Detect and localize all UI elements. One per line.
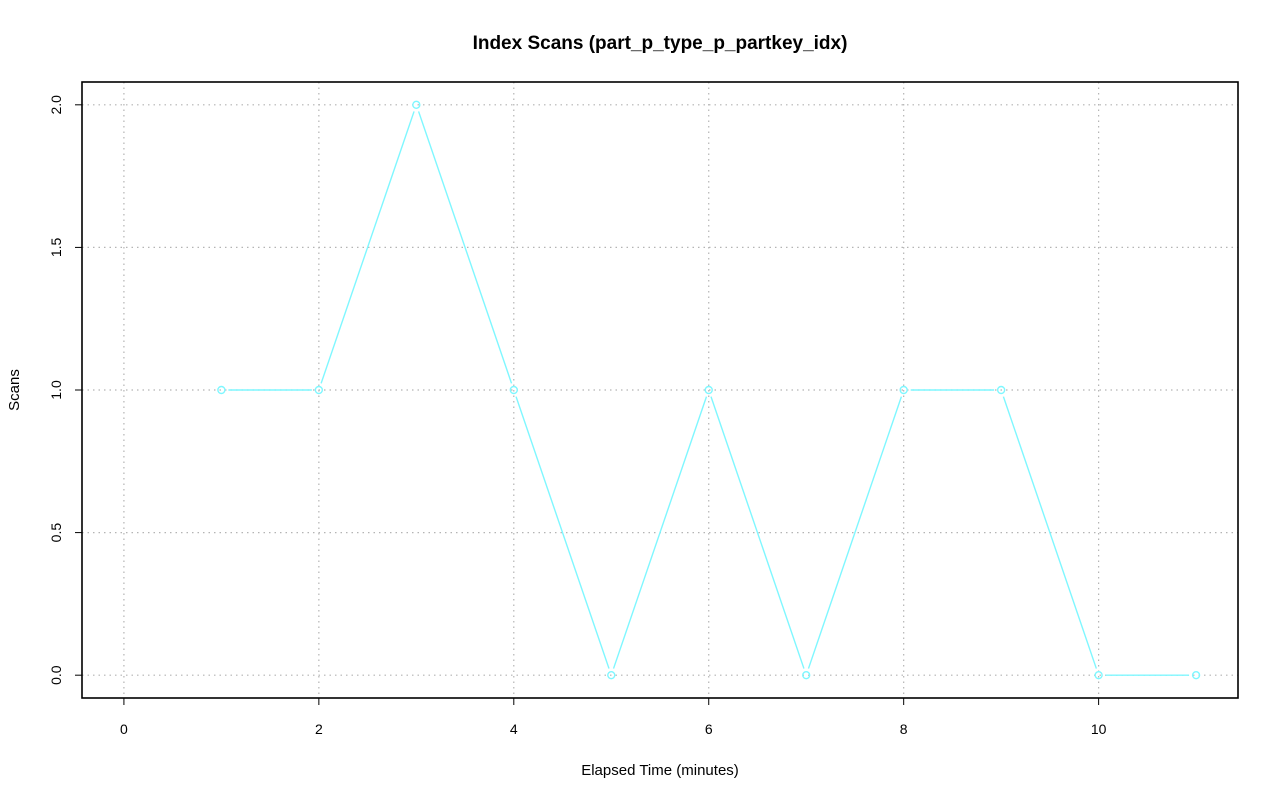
- series-line-segment: [417, 111, 513, 384]
- data-point: [607, 670, 616, 680]
- x-tick-label: 6: [705, 721, 713, 737]
- data-point: [412, 100, 421, 110]
- series-line-segment: [1002, 396, 1098, 669]
- x-axis: 0 2 4 6 8 10: [120, 697, 1107, 737]
- data-point: [802, 670, 811, 680]
- y-tick-label: 1.5: [48, 237, 64, 257]
- series-scans: [217, 100, 1201, 680]
- series-line-segment: [710, 396, 805, 669]
- data-point: [704, 385, 713, 395]
- data-point: [899, 385, 908, 395]
- x-tick-label: 10: [1091, 721, 1107, 737]
- data-point: [217, 385, 226, 395]
- x-tick-label: 8: [900, 721, 908, 737]
- chart-title: Index Scans (part_p_type_p_partkey_idx): [473, 33, 848, 54]
- series-line-segment: [320, 111, 415, 384]
- y-tick-label: 1.0: [48, 380, 64, 400]
- y-tick-label: 0.5: [48, 523, 64, 543]
- y-axis: 0.0 0.5 1.0 1.5 2.0: [48, 95, 83, 685]
- data-point: [1094, 670, 1103, 680]
- y-axis-label: Scans: [6, 369, 23, 411]
- data-point: [314, 385, 324, 395]
- series-line-segment: [807, 396, 903, 669]
- series-line-segment: [612, 396, 708, 669]
- data-point: [996, 385, 1006, 395]
- data-point: [1191, 670, 1201, 680]
- y-tick-label: 2.0: [48, 95, 64, 115]
- series-line-segment: [515, 396, 610, 669]
- x-axis-label: Elapsed Time (minutes): [581, 762, 739, 779]
- x-tick-label: 2: [315, 721, 323, 737]
- y-tick-label: 0.0: [48, 665, 64, 685]
- x-tick-label: 0: [120, 721, 128, 737]
- data-point: [509, 385, 518, 395]
- x-tick-label: 4: [510, 721, 518, 737]
